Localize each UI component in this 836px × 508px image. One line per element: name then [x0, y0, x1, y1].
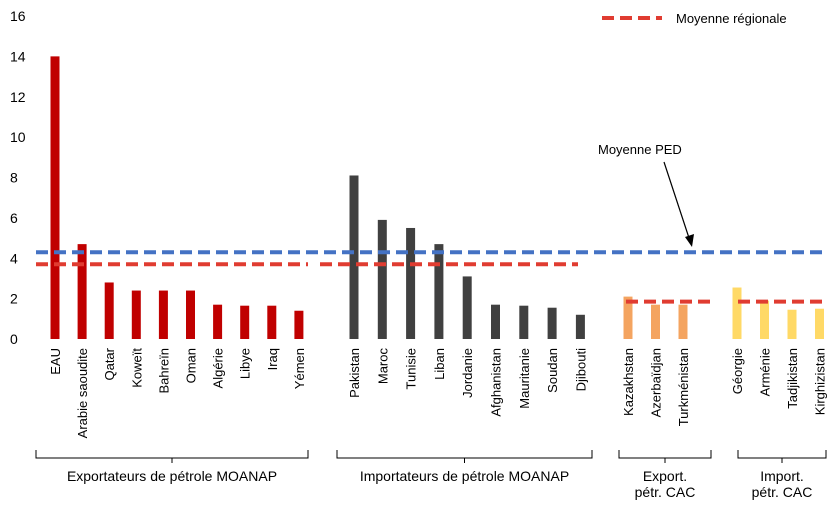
y-axis: 0 2 4 6 8 10 12 14 16	[10, 8, 26, 347]
ped-annotation-text: Moyenne PED	[598, 142, 682, 157]
group-label: Import. pétr. CAC	[752, 468, 813, 500]
x-tick-label: Soudan	[545, 348, 560, 393]
x-tick-label: Kirghizistan	[813, 348, 828, 415]
x-tick-label: Maroc	[375, 348, 390, 385]
x-tick-label: Jordanie	[460, 348, 475, 398]
x-tick-label: Arabie saoudite	[75, 348, 90, 438]
group-label-line: Import.	[760, 468, 804, 484]
group-bracket	[35, 450, 309, 463]
group-label: Exportateurs de pétrole MOANAP	[67, 468, 277, 484]
x-tick-label: Mauritanie	[517, 348, 532, 409]
y-tick-label: 8	[10, 170, 18, 186]
y-tick-label: 16	[10, 8, 26, 24]
bar	[294, 310, 304, 339]
bar	[732, 287, 742, 339]
ped-annotation: Moyenne PED	[598, 142, 694, 247]
bar	[491, 304, 500, 339]
bar	[651, 304, 660, 339]
x-tick-label: Algérie	[211, 348, 226, 388]
group-label: Importateurs de pétrole MOANAP	[360, 468, 569, 484]
legend: Moyenne régionale	[602, 11, 787, 26]
bar	[462, 276, 472, 339]
x-tick-label: Iraq	[265, 348, 280, 370]
x-tick-label: Kazakhstan	[621, 348, 636, 416]
bar	[213, 304, 223, 339]
x-tick-label: Yémen	[292, 348, 307, 389]
y-tick-label: 14	[10, 48, 26, 64]
x-tick-label: EAU	[48, 348, 63, 375]
bar	[434, 244, 444, 339]
x-tick-label: Oman	[184, 348, 199, 383]
y-tick-label: 10	[10, 129, 26, 145]
bars	[50, 56, 824, 339]
x-tick-label: Tadjikistan	[785, 348, 800, 409]
y-tick-label: 12	[10, 89, 26, 105]
bar	[815, 308, 824, 339]
group-brackets: Exportateurs de pétrole MOANAP Importateu…	[35, 450, 827, 500]
bar	[104, 282, 114, 339]
ped-annotation-arrow	[663, 161, 691, 242]
bar	[240, 305, 250, 339]
group-label-line: pétr. CAC	[752, 484, 813, 500]
bar	[678, 304, 688, 339]
bar	[186, 290, 195, 339]
x-tick-label: Bahreïn	[156, 348, 171, 394]
bar	[131, 290, 141, 339]
bar	[77, 244, 87, 339]
y-tick-label: 6	[10, 210, 18, 226]
legend-label: Moyenne régionale	[676, 11, 787, 26]
x-tick-label: Azerbaïdjan	[649, 348, 664, 417]
x-tick-label: Géorgie	[730, 348, 745, 394]
average-lines	[36, 250, 826, 304]
group-bracket	[336, 450, 593, 463]
bar	[787, 309, 797, 339]
x-tick-label: Pakistan	[347, 348, 362, 398]
bar	[406, 227, 416, 339]
bar	[623, 296, 633, 339]
group-label: Export. pétr. CAC	[635, 468, 696, 500]
bar	[50, 56, 60, 339]
x-tick-label: Arménie	[758, 348, 773, 396]
bar	[267, 305, 277, 339]
bar	[158, 290, 168, 339]
bar	[575, 314, 585, 339]
group-bracket	[737, 450, 827, 463]
x-tick-label: Koweït	[129, 348, 144, 388]
bar	[547, 307, 557, 339]
x-tick-label: Tunisie	[404, 348, 419, 389]
y-tick-label: 4	[10, 250, 18, 266]
bar	[349, 175, 359, 339]
bar	[519, 305, 529, 339]
bar	[377, 219, 387, 339]
x-tick-label: Liban	[432, 348, 447, 380]
x-tick-label: Libye	[238, 348, 253, 379]
group-label-line: Export.	[643, 468, 687, 484]
y-tick-label: 0	[10, 331, 18, 347]
x-tick-label: Djibouti	[573, 348, 588, 391]
group-bracket	[618, 450, 712, 463]
y-tick-label: 2	[10, 291, 18, 307]
group-label-line: pétr. CAC	[635, 484, 696, 500]
bar	[760, 300, 769, 339]
x-tick-label: Afghanistan	[489, 348, 504, 417]
x-tick-label: Turkménistan	[676, 348, 691, 426]
arrowhead-icon	[685, 234, 694, 247]
x-axis-labels: EAU Arabie saoudite Qatar Koweït Bahreïn Oman…	[48, 347, 828, 438]
x-tick-label: Qatar	[102, 347, 117, 380]
